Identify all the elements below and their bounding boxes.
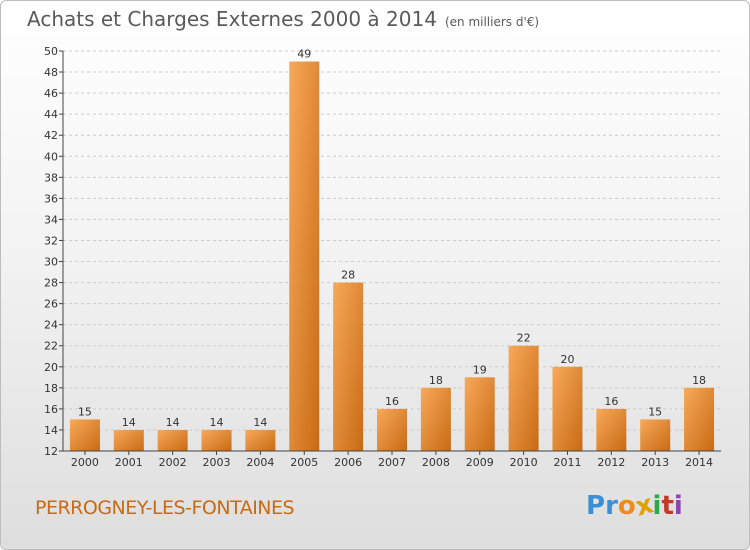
bar-value-label: 18 bbox=[429, 374, 443, 387]
bar-value-label: 22 bbox=[517, 332, 531, 345]
y-tick-label: 30 bbox=[44, 256, 58, 269]
bar bbox=[596, 408, 627, 451]
bar bbox=[201, 429, 232, 451]
chart-title: Achats et Charges Externes 2000 à 2014 (e… bbox=[27, 7, 539, 31]
bar-value-label: 14 bbox=[253, 416, 267, 429]
bar bbox=[420, 387, 451, 451]
y-tick-label: 50 bbox=[44, 45, 58, 58]
y-tick-label: 12 bbox=[44, 445, 58, 458]
bar bbox=[333, 282, 364, 451]
bar bbox=[640, 419, 671, 451]
x-tick-label: 2004 bbox=[246, 456, 274, 469]
proxiti-logo: Proxiti bbox=[586, 489, 683, 522]
bar-value-label: 16 bbox=[385, 395, 399, 408]
y-tick-label: 34 bbox=[44, 213, 58, 226]
x-tick-label: 2010 bbox=[510, 456, 538, 469]
logo-letter: i bbox=[652, 491, 662, 521]
bar-value-label: 15 bbox=[78, 405, 92, 418]
x-tick-label: 2000 bbox=[71, 456, 99, 469]
y-tick-label: 24 bbox=[44, 319, 58, 332]
chart-unit: (en milliers d'€) bbox=[444, 15, 540, 29]
bar-value-label: 14 bbox=[122, 416, 136, 429]
logo-letter: P bbox=[586, 491, 606, 521]
bar-value-label: 49 bbox=[297, 48, 311, 61]
y-tick-label: 44 bbox=[44, 108, 58, 121]
x-tick-label: 2012 bbox=[597, 456, 625, 469]
y-tick-label: 28 bbox=[44, 277, 58, 290]
logo-letter: o bbox=[617, 491, 636, 521]
bar-value-label: 14 bbox=[210, 416, 224, 429]
y-tick-label: 16 bbox=[44, 403, 58, 416]
bar bbox=[157, 429, 188, 451]
y-tick-label: 26 bbox=[44, 298, 58, 311]
y-tick-label: 38 bbox=[44, 171, 58, 184]
logo-letter: t bbox=[661, 491, 674, 521]
bar-value-label: 14 bbox=[166, 416, 180, 429]
chart-title-text: Achats et Charges Externes 2000 à 2014 bbox=[27, 7, 437, 31]
x-tick-label: 2005 bbox=[290, 456, 318, 469]
bar-value-label: 19 bbox=[473, 363, 487, 376]
y-tick-label: 20 bbox=[44, 361, 58, 374]
bar-value-label: 15 bbox=[648, 405, 662, 418]
logo-letter: i bbox=[673, 491, 683, 521]
bar bbox=[289, 61, 320, 452]
bar bbox=[69, 419, 100, 451]
x-tick-label: 2013 bbox=[641, 456, 669, 469]
bar bbox=[464, 377, 495, 451]
bar-value-label: 20 bbox=[560, 353, 574, 366]
y-tick-label: 18 bbox=[44, 382, 58, 395]
logo-letter: r bbox=[605, 491, 618, 521]
y-tick-label: 14 bbox=[44, 424, 58, 437]
place-name: PERROGNEY-LES-FONTAINES bbox=[35, 497, 295, 519]
x-tick-label: 2001 bbox=[115, 456, 143, 469]
y-tick-label: 32 bbox=[44, 234, 58, 247]
bar bbox=[113, 429, 144, 451]
bar bbox=[552, 366, 583, 451]
bar bbox=[377, 408, 407, 451]
bar-value-label: 16 bbox=[604, 395, 618, 408]
bar-value-label: 28 bbox=[341, 269, 355, 282]
x-tick-label: 2008 bbox=[422, 456, 450, 469]
x-tick-label: 2014 bbox=[685, 456, 713, 469]
x-tick-label: 2009 bbox=[466, 456, 494, 469]
bar bbox=[684, 387, 715, 451]
y-tick-label: 36 bbox=[44, 192, 58, 205]
x-tick-label: 2011 bbox=[553, 456, 581, 469]
y-tick-label: 48 bbox=[44, 66, 58, 79]
bar-value-label: 18 bbox=[692, 374, 706, 387]
bar bbox=[245, 429, 276, 451]
y-tick-label: 22 bbox=[44, 340, 58, 353]
bar bbox=[508, 345, 539, 451]
x-tick-label: 2003 bbox=[203, 456, 231, 469]
y-tick-label: 40 bbox=[44, 150, 58, 163]
x-tick-label: 2006 bbox=[334, 456, 362, 469]
x-tick-label: 2007 bbox=[378, 456, 406, 469]
x-tick-label: 2002 bbox=[159, 456, 187, 469]
y-tick-label: 46 bbox=[44, 87, 58, 100]
y-tick-label: 42 bbox=[44, 129, 58, 142]
